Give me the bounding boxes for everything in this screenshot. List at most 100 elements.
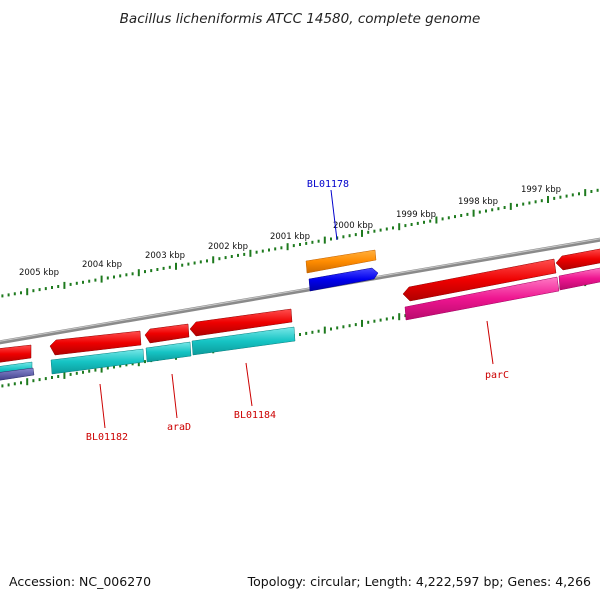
scale-major-tick — [100, 365, 103, 373]
scale-minor-tick — [187, 262, 190, 266]
gene-label-bl01184[interactable]: BL01184 — [234, 410, 276, 421]
scale-minor-tick — [131, 272, 134, 276]
scale-major-tick — [398, 223, 401, 231]
gene-feature[interactable] — [308, 267, 379, 292]
scale-minor-tick — [590, 190, 593, 193]
scale-minor-tick — [485, 209, 487, 213]
scale-minor-tick — [385, 227, 388, 231]
gene-feature[interactable] — [189, 308, 293, 337]
scale-label: 1997 kbp — [521, 185, 561, 195]
scale-minor-tick — [113, 365, 115, 369]
genome-backbone — [0, 237, 600, 345]
scale-minor-tick — [491, 208, 494, 212]
gene-feature[interactable] — [144, 323, 190, 344]
scale-minor-tick — [82, 280, 84, 284]
scale-minor-tick — [522, 202, 525, 206]
scale-minor-tick — [348, 324, 351, 328]
scale-minor-tick — [38, 378, 41, 382]
gene-feature[interactable] — [404, 276, 560, 321]
gene-feature[interactable] — [0, 367, 35, 381]
scale-minor-tick — [94, 278, 97, 282]
scale-minor-tick — [404, 314, 407, 318]
gene-feature[interactable] — [558, 267, 600, 291]
scale-minor-tick — [7, 293, 10, 297]
scale-minor-tick — [44, 377, 47, 381]
scale-minor-tick — [255, 250, 258, 254]
scale-minor-tick — [168, 265, 171, 269]
scale-minor-tick — [75, 371, 78, 375]
scale-minor-tick — [348, 234, 351, 238]
leader-line — [486, 320, 494, 365]
scale-minor-tick — [423, 220, 425, 224]
scale-minor-tick — [32, 379, 35, 383]
scale-minor-tick — [13, 382, 16, 386]
scale-minor-tick — [7, 383, 10, 387]
scale-minor-tick — [106, 366, 109, 370]
scale-minor-tick — [88, 279, 91, 283]
scale-minor-tick — [292, 244, 295, 248]
scale-minor-tick — [82, 370, 84, 374]
scale-minor-tick — [516, 203, 518, 207]
scale-minor-tick — [305, 241, 308, 245]
scale-major-tick — [175, 262, 177, 270]
gene-labels: BL01178 BL01182 araD BL01184 parC — [86, 179, 509, 443]
scale-minor-tick — [32, 289, 35, 293]
scale-minor-tick — [57, 285, 60, 288]
scale-minor-tick — [528, 201, 531, 205]
scale-minor-tick — [311, 330, 314, 334]
scale-minor-tick — [299, 243, 301, 246]
scale-minor-tick — [454, 215, 456, 219]
scale-minor-tick — [131, 362, 134, 366]
scale-major-tick — [137, 269, 140, 277]
scale-minor-tick — [181, 263, 184, 267]
scale-minor-tick — [125, 273, 128, 277]
genome-backbone-highlight — [0, 238, 600, 342]
scale-minor-tick — [162, 266, 165, 270]
scale-minor-tick — [69, 282, 72, 286]
scale-minor-tick — [218, 257, 221, 261]
scale-major-tick — [584, 189, 587, 197]
scale-minor-tick — [385, 317, 388, 321]
scale-minor-tick — [156, 268, 159, 271]
gene-feature[interactable] — [191, 326, 296, 356]
gene-label-arad[interactable]: araD — [167, 422, 191, 433]
scale-minor-tick — [441, 217, 444, 221]
scale-minor-tick — [379, 228, 382, 232]
gene-feature[interactable] — [49, 330, 142, 356]
gene-feature[interactable] — [145, 341, 192, 363]
scale-minor-tick — [447, 216, 450, 220]
gene-label-bl01182[interactable]: BL01182 — [86, 432, 128, 443]
scale-minor-tick — [596, 188, 599, 192]
scale-minor-tick — [119, 364, 122, 368]
gene-feature[interactable] — [555, 248, 600, 271]
scale-major-tick — [100, 275, 103, 283]
map-title: Bacillus licheniformis ATCC 14580, compl… — [120, 11, 481, 27]
scale-minor-tick — [373, 319, 376, 323]
scale-minor-tick — [280, 246, 283, 250]
scale-minor-tick — [224, 256, 227, 260]
gene-label-bl01178[interactable]: BL01178 — [307, 179, 349, 190]
scale-major-tick — [509, 202, 512, 210]
scale-minor-tick — [317, 329, 320, 333]
reverse-strand-genes — [0, 248, 600, 381]
scale-minor-tick — [416, 221, 419, 225]
scale-minor-tick — [379, 318, 382, 322]
scale-minor-tick — [38, 288, 41, 292]
scale-minor-tick — [503, 206, 506, 209]
gene-feature[interactable] — [402, 258, 557, 302]
scale-major-tick — [63, 281, 66, 289]
scale-minor-tick — [534, 200, 537, 204]
gene-feature[interactable] — [50, 348, 145, 375]
scale-minor-tick — [268, 248, 270, 252]
gene-feature[interactable] — [305, 249, 377, 274]
scale-minor-tick — [373, 229, 376, 233]
leader-line — [171, 373, 178, 419]
scale-minor-tick — [305, 331, 308, 335]
gene-label-parc[interactable]: parC — [485, 370, 509, 381]
scale-minor-tick — [342, 235, 345, 239]
scale-label: 1999 kbp — [396, 210, 436, 220]
scale-minor-tick — [51, 286, 53, 289]
scale-major-tick — [547, 196, 549, 203]
gene-feature[interactable] — [0, 344, 32, 363]
